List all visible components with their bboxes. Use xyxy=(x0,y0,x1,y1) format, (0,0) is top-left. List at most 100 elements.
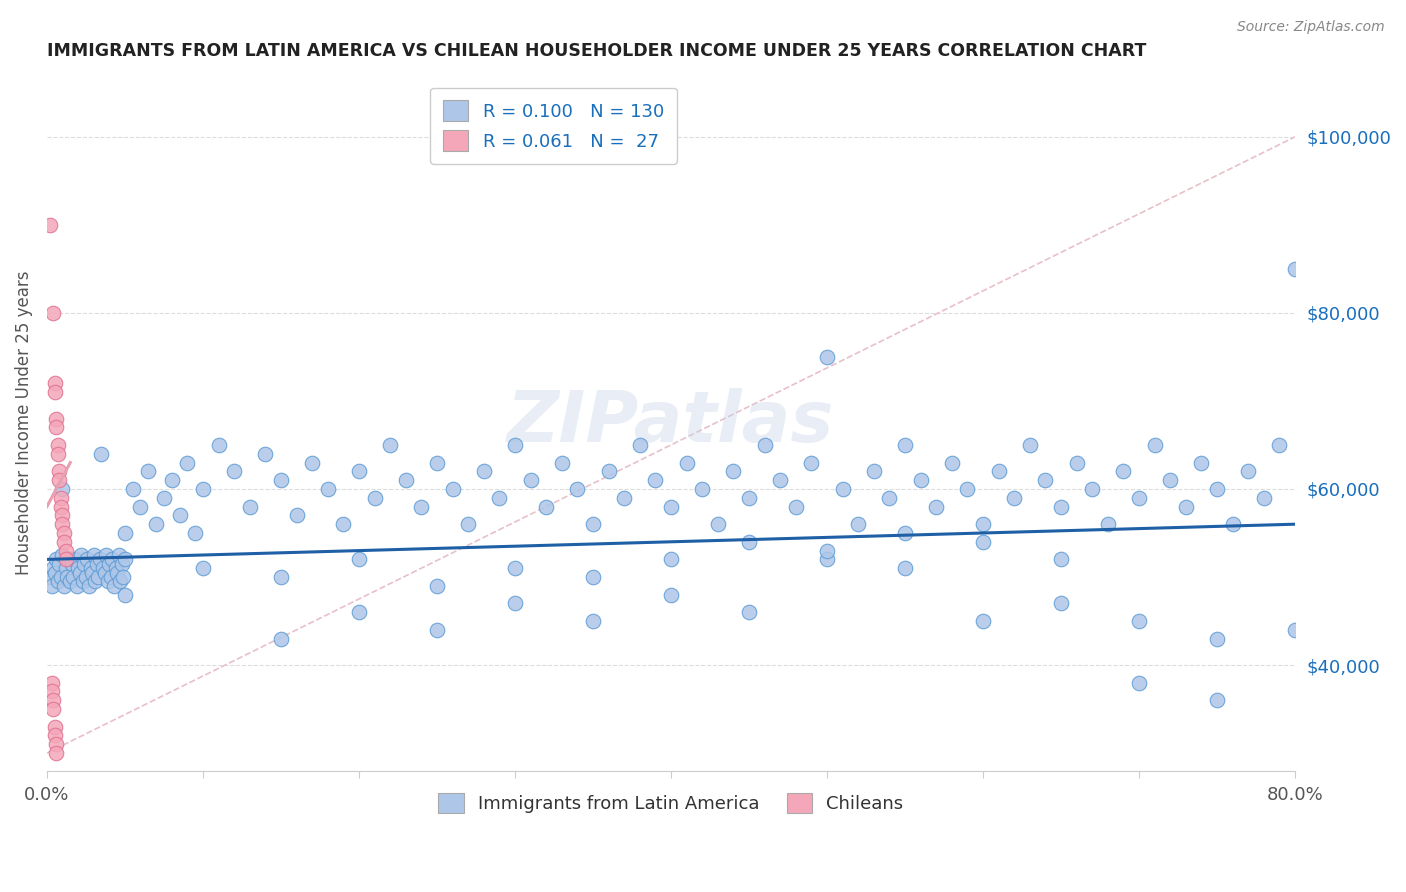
Point xyxy=(519,473,541,487)
Point xyxy=(169,508,191,523)
Point xyxy=(316,482,339,496)
Legend: Immigrants from Latin America, Chileans: Immigrants from Latin America, Chileans xyxy=(427,781,914,824)
Point xyxy=(191,561,214,575)
Point xyxy=(1128,675,1150,690)
Point xyxy=(107,548,129,562)
Point xyxy=(51,482,73,496)
Point xyxy=(207,438,229,452)
Point xyxy=(1206,482,1229,496)
Point xyxy=(48,557,70,571)
Y-axis label: Householder Income Under 25 years: Householder Income Under 25 years xyxy=(15,270,32,575)
Point xyxy=(51,508,73,523)
Point xyxy=(1050,552,1073,566)
Point xyxy=(104,561,127,575)
Point xyxy=(659,500,682,514)
Point xyxy=(70,548,93,562)
Point xyxy=(1112,464,1135,478)
Point xyxy=(815,350,838,364)
Point xyxy=(613,491,636,505)
Point xyxy=(395,473,418,487)
Point xyxy=(598,464,620,478)
Point xyxy=(77,579,100,593)
Point xyxy=(800,456,823,470)
Point xyxy=(378,438,401,452)
Point xyxy=(69,566,91,580)
Point xyxy=(55,561,77,575)
Point xyxy=(582,614,605,628)
Point xyxy=(75,570,97,584)
Point xyxy=(1284,261,1306,276)
Point xyxy=(1143,438,1166,452)
Point xyxy=(46,438,69,452)
Point xyxy=(90,447,112,461)
Point xyxy=(45,411,67,425)
Point xyxy=(894,526,917,541)
Point xyxy=(73,557,96,571)
Point xyxy=(45,746,67,760)
Point xyxy=(184,526,207,541)
Point xyxy=(831,482,853,496)
Point xyxy=(582,570,605,584)
Point xyxy=(91,561,114,575)
Point xyxy=(44,566,66,580)
Point xyxy=(60,557,83,571)
Point xyxy=(723,464,745,478)
Point xyxy=(103,579,125,593)
Point xyxy=(503,438,526,452)
Point xyxy=(86,557,108,571)
Point xyxy=(1050,500,1073,514)
Point xyxy=(72,574,94,589)
Point xyxy=(160,473,183,487)
Point xyxy=(738,534,761,549)
Point xyxy=(567,482,589,496)
Point xyxy=(1174,500,1197,514)
Point xyxy=(41,675,63,690)
Point xyxy=(42,561,65,575)
Point xyxy=(105,566,128,580)
Point xyxy=(55,543,77,558)
Point xyxy=(97,574,120,589)
Point xyxy=(176,456,198,470)
Point xyxy=(1128,491,1150,505)
Text: ZIPatlas: ZIPatlas xyxy=(508,388,835,458)
Point xyxy=(347,605,370,619)
Point xyxy=(44,720,66,734)
Point xyxy=(96,548,118,562)
Point xyxy=(53,579,76,593)
Point xyxy=(98,557,121,571)
Point xyxy=(49,491,72,505)
Point xyxy=(270,570,292,584)
Point xyxy=(224,464,246,478)
Point xyxy=(972,614,994,628)
Point xyxy=(39,218,62,232)
Point xyxy=(53,526,76,541)
Point xyxy=(1097,517,1119,532)
Point xyxy=(114,588,136,602)
Point xyxy=(76,552,98,566)
Point xyxy=(706,517,728,532)
Point xyxy=(815,543,838,558)
Point xyxy=(862,464,884,478)
Point xyxy=(58,552,80,566)
Point xyxy=(815,552,838,566)
Text: Source: ZipAtlas.com: Source: ZipAtlas.com xyxy=(1237,20,1385,34)
Point xyxy=(49,500,72,514)
Point xyxy=(56,570,79,584)
Point xyxy=(63,552,86,566)
Point xyxy=(769,473,792,487)
Point xyxy=(1050,596,1073,610)
Point xyxy=(659,588,682,602)
Point xyxy=(270,632,292,646)
Point xyxy=(941,456,963,470)
Point xyxy=(472,464,495,478)
Point xyxy=(925,500,948,514)
Point xyxy=(1268,438,1291,452)
Point xyxy=(332,517,354,532)
Point xyxy=(1002,491,1025,505)
Point xyxy=(1018,438,1040,452)
Point xyxy=(363,491,385,505)
Point xyxy=(347,464,370,478)
Point xyxy=(41,684,63,698)
Point xyxy=(987,464,1010,478)
Point xyxy=(112,570,135,584)
